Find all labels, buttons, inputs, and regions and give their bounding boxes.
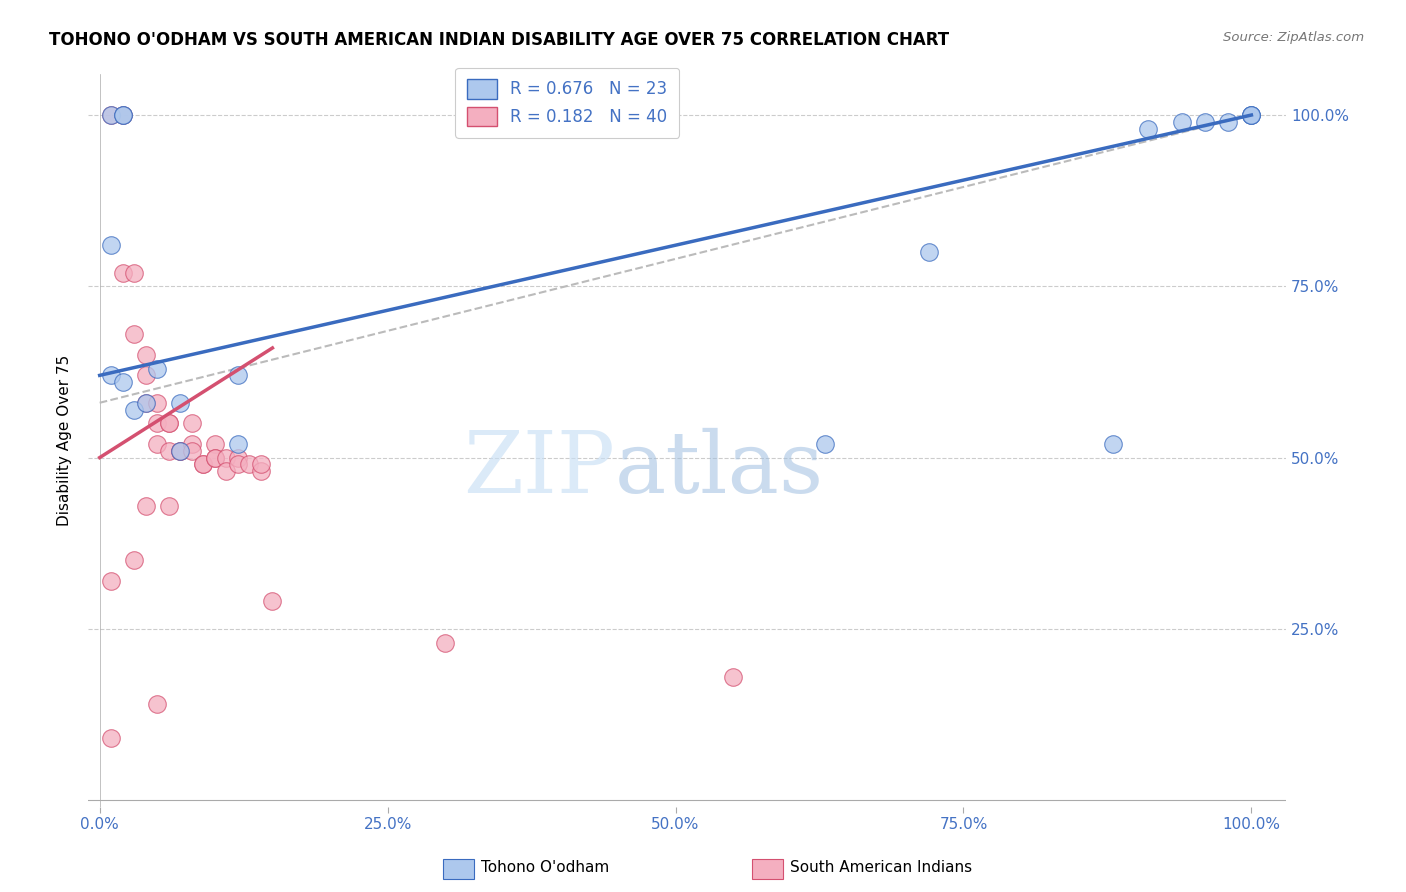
Point	[1136, 121, 1159, 136]
Point	[226, 368, 249, 383]
Point	[226, 458, 249, 472]
Point	[250, 464, 273, 478]
Point	[215, 464, 238, 478]
Point	[180, 417, 202, 431]
Y-axis label: Disability Age Over 75: Disability Age Over 75	[58, 355, 72, 526]
Text: ZIP: ZIP	[464, 428, 616, 511]
Point	[135, 396, 157, 410]
Point	[1194, 115, 1216, 129]
Point	[122, 402, 145, 417]
Point	[814, 437, 837, 451]
Point	[100, 238, 122, 252]
Point	[180, 437, 202, 451]
Point	[262, 594, 284, 608]
Point	[434, 635, 457, 649]
Point	[226, 437, 249, 451]
Point	[204, 437, 226, 451]
Text: South American Indians: South American Indians	[790, 861, 973, 875]
Text: Source: ZipAtlas.com: Source: ZipAtlas.com	[1223, 31, 1364, 45]
Point	[111, 266, 134, 280]
Point	[146, 361, 169, 376]
Point	[122, 266, 145, 280]
Point	[1240, 108, 1263, 122]
Point	[146, 396, 169, 410]
Point	[193, 458, 215, 472]
Point	[122, 327, 145, 342]
Text: TOHONO O'ODHAM VS SOUTH AMERICAN INDIAN DISABILITY AGE OVER 75 CORRELATION CHART: TOHONO O'ODHAM VS SOUTH AMERICAN INDIAN …	[49, 31, 949, 49]
Point	[169, 443, 191, 458]
Point	[135, 368, 157, 383]
Point	[169, 443, 191, 458]
Point	[146, 697, 169, 711]
Point	[111, 108, 134, 122]
Text: atlas: atlas	[616, 428, 824, 511]
Point	[135, 348, 157, 362]
Point	[111, 108, 134, 122]
Legend: R = 0.676   N = 23, R = 0.182   N = 40: R = 0.676 N = 23, R = 0.182 N = 40	[456, 68, 679, 137]
Point	[122, 553, 145, 567]
Point	[157, 417, 180, 431]
Point	[157, 499, 180, 513]
Point	[100, 108, 122, 122]
Point	[169, 443, 191, 458]
Point	[204, 450, 226, 465]
Point	[111, 375, 134, 389]
Point	[135, 396, 157, 410]
Point	[100, 574, 122, 588]
Point	[204, 450, 226, 465]
Point	[146, 437, 169, 451]
Point	[918, 245, 941, 260]
Point	[100, 368, 122, 383]
Point	[100, 108, 122, 122]
Point	[146, 417, 169, 431]
Point	[226, 450, 249, 465]
Point	[111, 108, 134, 122]
Point	[169, 396, 191, 410]
Point	[157, 443, 180, 458]
Text: Tohono O'odham: Tohono O'odham	[481, 861, 609, 875]
Point	[1240, 108, 1263, 122]
Point	[193, 458, 215, 472]
Point	[250, 458, 273, 472]
Point	[721, 670, 744, 684]
Point	[1102, 437, 1125, 451]
Point	[135, 499, 157, 513]
Point	[1171, 115, 1194, 129]
Point	[1240, 108, 1263, 122]
Point	[180, 443, 202, 458]
Point	[100, 731, 122, 746]
Point	[215, 450, 238, 465]
Point	[238, 458, 260, 472]
Point	[1218, 115, 1240, 129]
Point	[157, 417, 180, 431]
